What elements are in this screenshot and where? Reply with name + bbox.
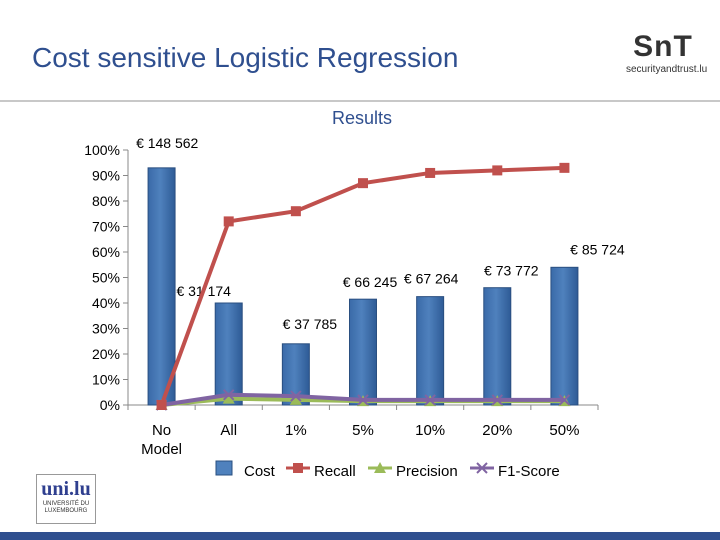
y-tick-label: 60% — [92, 244, 120, 260]
y-tick-label: 10% — [92, 372, 120, 388]
point-recall — [156, 400, 167, 410]
y-tick-label: 0% — [100, 397, 120, 413]
x-tick-label: Model — [141, 441, 182, 458]
x-tick-label: 10% — [415, 422, 445, 439]
data-label-cost: € 148 562 — [136, 135, 198, 151]
point-recall — [492, 165, 503, 176]
point-recall — [358, 178, 368, 189]
point-f1-score — [290, 390, 302, 402]
point-recall — [425, 167, 436, 178]
data-label-cost: € 37 785 — [283, 316, 338, 332]
legend-marker-f1-score — [476, 462, 488, 474]
point-f1-score — [357, 394, 369, 406]
point-recall — [223, 216, 234, 227]
bar-cost — [483, 287, 512, 406]
y-tick-label: 90% — [92, 168, 120, 184]
x-tick-label: 1% — [285, 422, 307, 439]
x-tick-label: No — [152, 422, 171, 439]
slide-title: Cost sensitive Logistic Regression — [32, 42, 459, 73]
x-tick-label: 5% — [352, 422, 374, 439]
data-label-cost: € 67 264 — [404, 271, 459, 287]
legend-swatch-cost — [215, 460, 233, 476]
university-logo: uni.lu UNIVERSITÉ DU LUXEMBOURG — [36, 474, 96, 524]
y-tick-label: 70% — [92, 219, 120, 235]
legend-marker-precision — [374, 462, 386, 473]
x-tick-label: All — [220, 422, 237, 439]
legend-label-precision: Precision — [396, 463, 458, 480]
point-f1-score — [223, 389, 235, 401]
x-tick-label: 50% — [549, 422, 579, 439]
legend-marker-recall — [293, 463, 303, 473]
bar-cost — [550, 266, 579, 406]
y-tick-label: 50% — [92, 270, 120, 286]
point-recall — [559, 162, 570, 173]
point-f1-score — [491, 394, 503, 406]
y-tick-label: 20% — [92, 346, 120, 362]
y-tick-label: 40% — [92, 295, 120, 311]
point-precision — [222, 392, 235, 404]
footer-bar — [0, 532, 720, 540]
point-precision — [289, 393, 302, 405]
chart-title: Results — [332, 108, 392, 128]
point-f1-score — [558, 394, 571, 406]
bar-cost — [416, 296, 445, 406]
title-divider — [0, 100, 720, 102]
point-f1-score — [424, 394, 436, 406]
y-tick-label: 30% — [92, 321, 120, 337]
snt-logo-mark: SnT — [633, 30, 693, 63]
university-logo-text: UNIVERSITÉ DU LUXEMBOURG — [42, 501, 90, 514]
bar-cost — [214, 302, 243, 406]
legend-label-recall: Recall — [314, 463, 356, 480]
bar-cost — [147, 167, 176, 406]
snt-logo: SnT securityandtrust.lu — [626, 30, 708, 76]
y-tick-label: 100% — [84, 142, 120, 158]
legend-label-f1-score: F1-Score — [498, 463, 560, 480]
bar-cost — [349, 298, 377, 406]
data-label-cost: € 73 772 — [484, 263, 539, 279]
university-logo-mark: uni.lu — [41, 478, 91, 500]
legend-label-cost: Cost — [244, 463, 276, 480]
x-tick-label: 20% — [482, 422, 512, 439]
data-label-cost: € 85 724 — [570, 241, 625, 257]
data-label-cost: € 66 245 — [343, 274, 398, 290]
point-recall — [290, 206, 301, 217]
snt-logo-text: securityandtrust.lu — [626, 64, 708, 75]
y-tick-label: 80% — [92, 193, 120, 209]
